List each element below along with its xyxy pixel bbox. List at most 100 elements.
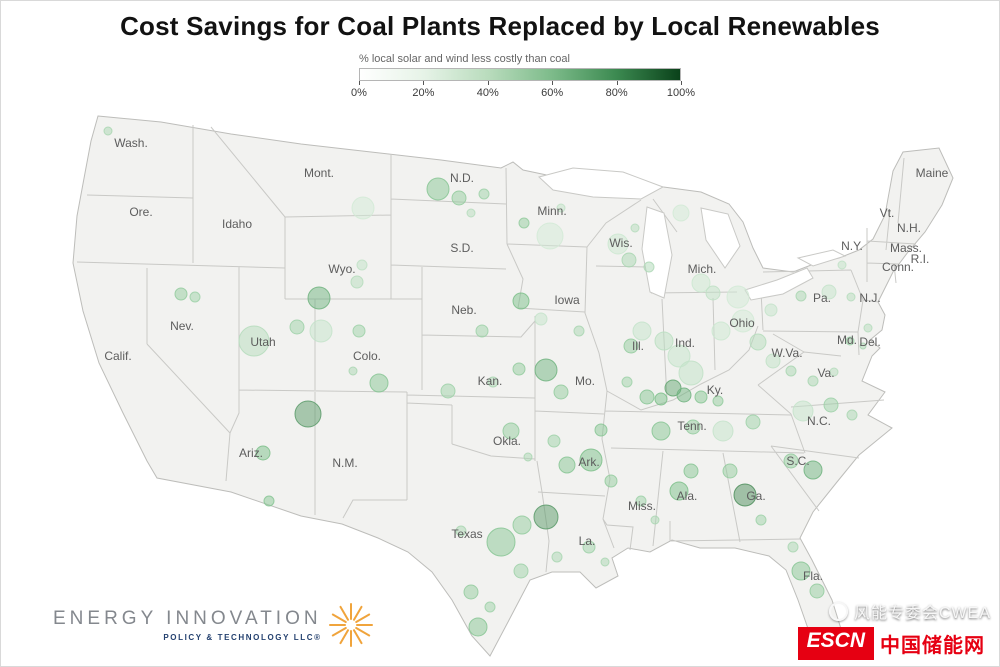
plant-bubble <box>600 557 610 567</box>
plant-bubble <box>523 452 533 462</box>
state-label-sd: S.D. <box>450 241 473 255</box>
state-label-ariz: Ariz. <box>239 446 263 460</box>
legend-tickmark <box>487 81 489 85</box>
plant-bubble <box>518 217 530 229</box>
plant-bubble <box>352 324 366 338</box>
plant-bubble <box>351 196 375 220</box>
plant-bubble <box>795 290 807 302</box>
state-label-okla: Okla. <box>493 434 521 448</box>
cwea-logo-icon <box>828 601 848 621</box>
plant-bubble <box>764 303 778 317</box>
state-label-ind: Ind. <box>675 336 695 350</box>
state-label-nd: N.D. <box>450 171 474 185</box>
state-label-minn: Minn. <box>537 204 566 218</box>
plant-bubble <box>356 259 368 271</box>
legend-tick-labels: 0% 20% 40% 60% 80% 100% <box>351 87 695 101</box>
legend-tick-label: 60% <box>541 87 564 99</box>
plant-bubble <box>635 495 647 507</box>
plant-bubble <box>309 319 333 343</box>
state-label-neb: Neb. <box>451 303 476 317</box>
plant-bubble <box>512 362 526 376</box>
state-label-tenn: Tenn. <box>677 419 706 433</box>
plant-bubble <box>426 177 450 201</box>
state-label-md: Md. <box>837 333 857 347</box>
plant-bubble <box>307 286 331 310</box>
plant-bubble <box>654 331 674 351</box>
escn-watermark: ESCN 中国储能网 <box>797 627 991 660</box>
great-lakes <box>537 167 847 301</box>
plant-bubble <box>536 222 564 250</box>
plant-bubble <box>691 273 711 293</box>
plant-bubble <box>475 324 489 338</box>
plant-bubble <box>553 384 569 400</box>
lake-huron-shape <box>700 207 741 269</box>
plant-bubble <box>582 540 596 554</box>
plant-bubble <box>623 338 639 354</box>
plant-bubble <box>792 400 814 422</box>
plant-bubble <box>551 551 563 563</box>
plant-bubble <box>711 321 731 341</box>
plant-bubble <box>712 395 724 407</box>
state-label-mass: Mass. <box>890 241 922 255</box>
logo-subtitle-text: POLICY & TECHNOLOGY LLC® <box>163 633 322 642</box>
plant-bubble <box>255 445 271 461</box>
plant-bubble <box>749 333 767 351</box>
plant-bubble <box>846 292 856 302</box>
plant-bubble <box>863 323 873 333</box>
plant-bubble <box>809 583 825 599</box>
plant-bubble <box>534 358 558 382</box>
plant-bubble <box>463 584 479 600</box>
plant-bubble <box>845 336 855 346</box>
plant-bubble <box>705 285 721 301</box>
plant-bubble <box>785 365 797 377</box>
state-label-nh: N.H. <box>897 221 921 235</box>
lake-erie-shape <box>744 267 814 301</box>
lake-superior-shape <box>537 167 665 200</box>
legend-tickmark <box>616 81 618 85</box>
state-label-vt: Vt. <box>880 206 895 220</box>
legend-tickmark <box>552 81 554 85</box>
plant-bubble <box>451 190 467 206</box>
plant-bubble <box>859 342 867 350</box>
plant-bubble <box>651 421 671 441</box>
plant-bubble <box>731 309 755 333</box>
legend-tickmark <box>681 81 682 85</box>
plant-bubble <box>807 375 819 387</box>
state-label-utah: Utah <box>250 335 275 349</box>
state-label-wyo: Wyo. <box>328 262 355 276</box>
state-label-la: La. <box>579 534 596 548</box>
plant-bubble <box>654 392 668 406</box>
plant-bubble <box>440 383 456 399</box>
legend-tick-label: 100% <box>666 87 696 99</box>
state-label-va: Va. <box>817 366 834 380</box>
plant-bubble <box>685 419 701 435</box>
plant-bubble <box>348 366 358 376</box>
plant-bubble <box>803 460 823 480</box>
escn-site-name-text: 中国储能网 <box>874 627 991 660</box>
cwea-watermark: 风能专委会CWEA <box>798 599 991 623</box>
plant-bubble <box>533 504 559 530</box>
state-label-ill: Ill. <box>632 339 644 353</box>
plant-bubble <box>829 367 839 377</box>
plant-bubble <box>263 495 275 507</box>
state-label-sc: S.C. <box>786 454 809 468</box>
state-label-nm: N.M. <box>332 456 357 470</box>
plant-bubble <box>667 344 691 368</box>
plant-bubble <box>607 233 629 255</box>
plant-bubble <box>294 400 322 428</box>
plant-bubble <box>733 483 757 507</box>
plant-bubble <box>466 208 476 218</box>
plant-bubble <box>558 456 576 474</box>
state-label-idaho: Idaho <box>222 217 252 231</box>
state-label-ky: Ky. <box>707 383 723 397</box>
plant-bubble <box>556 203 566 213</box>
legend-tick-label: 80% <box>605 87 628 99</box>
plant-bubble <box>369 373 389 393</box>
plant-bubble <box>712 420 734 442</box>
plant-bubble <box>672 204 690 222</box>
state-label-del: Del. <box>859 335 880 349</box>
plant-bubble <box>289 319 305 335</box>
legend-tick-label: 40% <box>476 87 499 99</box>
